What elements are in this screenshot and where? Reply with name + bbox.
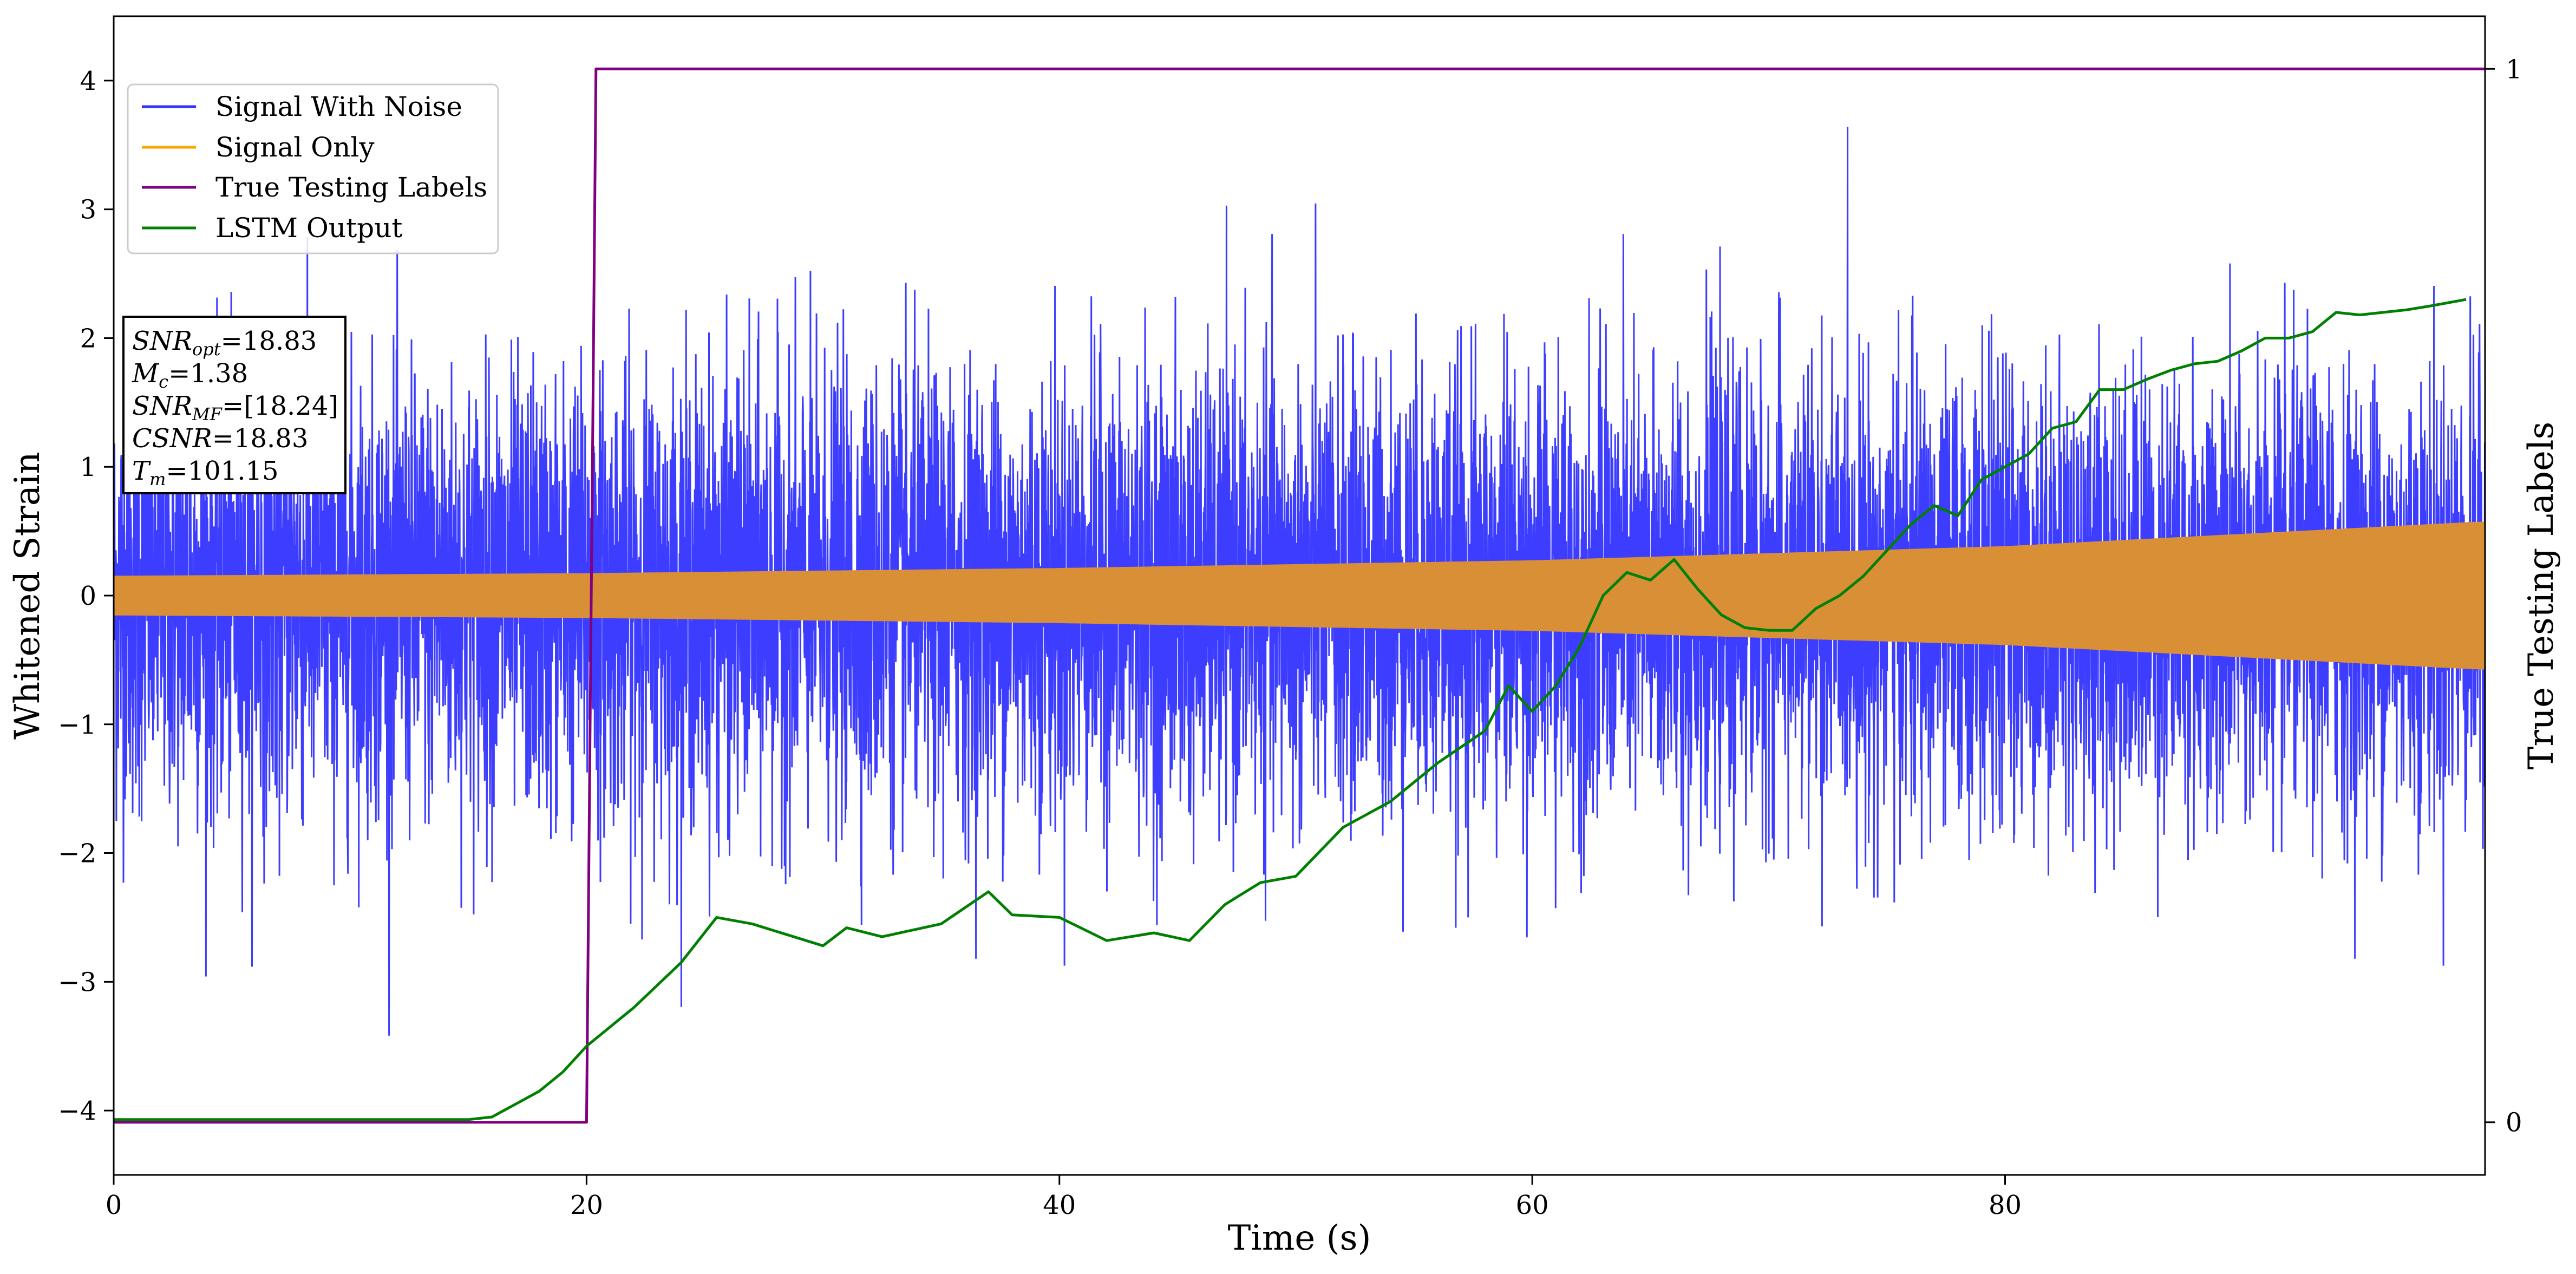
- y-right-tick-label: 1: [2506, 54, 2522, 84]
- x-tick-label: 60: [1516, 1190, 1549, 1220]
- info-tm: Tm=101.15: [132, 456, 279, 489]
- series-layer: [114, 67, 2485, 1124]
- legend-label-true-testing-labels: True Testing Labels: [215, 172, 487, 203]
- info-snr-mf: SNRMF=[18.24]: [132, 391, 338, 424]
- series-lstm-output: [114, 298, 2467, 1121]
- y-axis-ticks: −4 −3 −2 −1 0 1 2 3 4: [58, 66, 114, 1126]
- legend-label-lstm-output: LSTM Output: [215, 212, 402, 244]
- info-mc: Mc=1.38: [132, 358, 248, 392]
- y-tick-label: 0: [80, 581, 96, 611]
- legend-label-signal-only: Signal Only: [215, 132, 375, 163]
- y-tick-label: −4: [58, 1096, 96, 1126]
- y-tick-label: −3: [58, 967, 96, 997]
- y-tick-label: 2: [80, 323, 96, 354]
- x-tick-label: 20: [570, 1190, 603, 1220]
- y-tick-label: 1: [80, 452, 96, 482]
- y-tick-label: −2: [58, 839, 96, 869]
- info-box: SNRopt=18.83 Mc=1.38 SNRMF=[18.24] CSNR=…: [122, 316, 346, 494]
- info-box-frame: [122, 316, 346, 494]
- y-axis-right-label: True Testing Labels: [2521, 422, 2561, 770]
- y-right-tick-label: 0: [2506, 1108, 2522, 1138]
- x-tick-label: 40: [1043, 1190, 1076, 1220]
- x-tick-label: 80: [1989, 1190, 2022, 1220]
- series-signal-only: [114, 521, 2485, 670]
- y-tick-label: −1: [58, 710, 96, 740]
- y-tick-label: 3: [80, 195, 96, 225]
- x-axis-ticks: 0 20 40 60 80: [106, 1175, 2022, 1220]
- series-true-testing-labels: [114, 67, 2485, 1124]
- legend-frame: [127, 83, 499, 254]
- y-tick-label: 4: [80, 66, 96, 96]
- x-axis-label: Time (s): [1228, 1218, 1371, 1258]
- info-snr-opt: SNRopt=18.83: [132, 326, 317, 360]
- y-axis-right-ticks: 01: [2485, 54, 2522, 1138]
- x-tick-label: 0: [106, 1190, 122, 1220]
- y-axis-label: Whitened Strain: [8, 452, 48, 739]
- legend: Signal With Noise Signal Only True Testi…: [127, 83, 499, 254]
- info-csnr: CSNR=18.83: [132, 423, 308, 454]
- legend-label-signal-with-noise: Signal With Noise: [215, 91, 462, 122]
